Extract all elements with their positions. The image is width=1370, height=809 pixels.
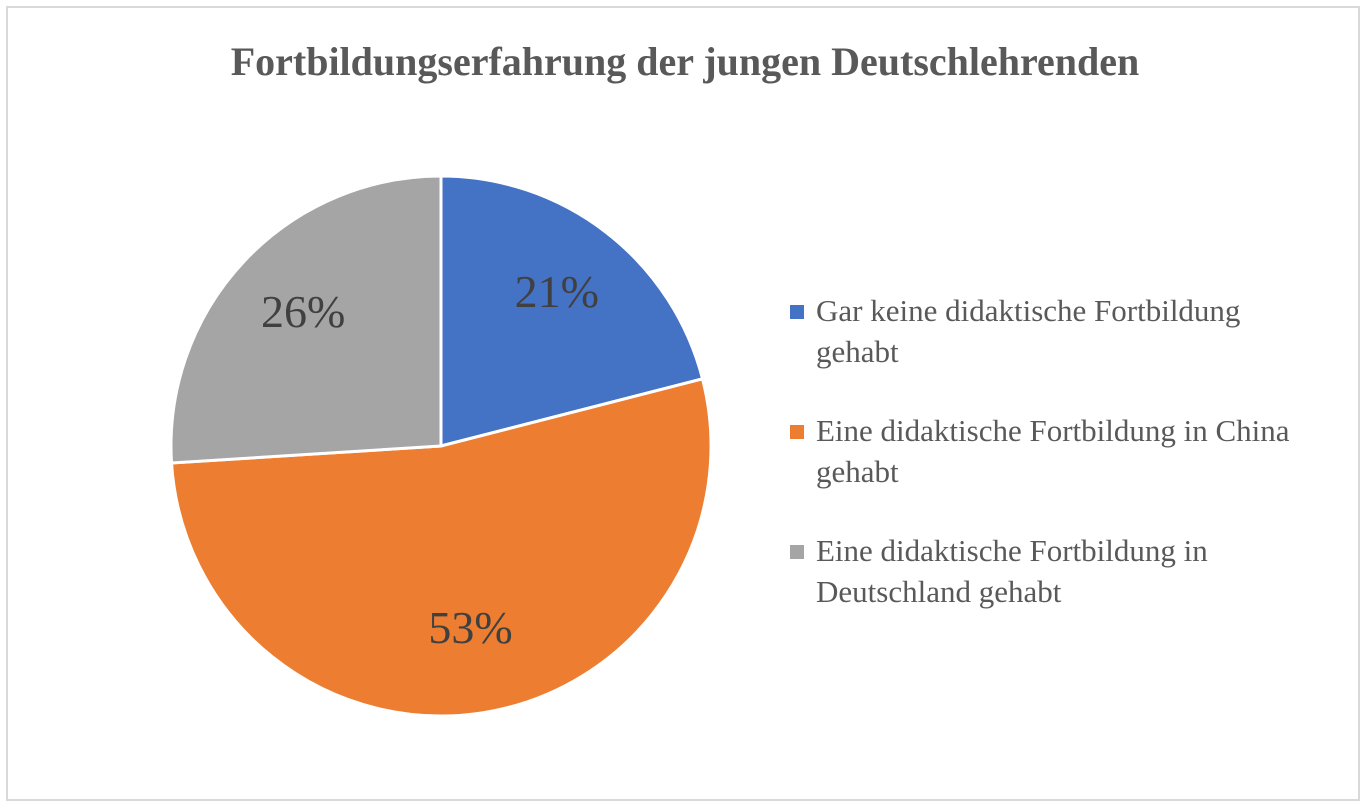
legend-swatch <box>790 425 804 439</box>
chart-title: Fortbildungserfahrung der jungen Deutsch… <box>230 39 1140 84</box>
chart-frame <box>6 6 1360 801</box>
pie-slice <box>169 174 443 465</box>
data-label: 21% <box>515 266 599 317</box>
legend-label: Gar keine didaktische Fortbildung gehabt <box>816 293 1241 369</box>
legend-label: Eine didaktische Fortbildung in China ge… <box>816 413 1290 489</box>
legend-swatch <box>790 545 804 559</box>
legend-item: Eine didaktische Fortbildung in China ge… <box>790 410 1310 492</box>
data-label: 53% <box>428 602 512 653</box>
pie-area: 21% 53% 26% <box>169 174 713 718</box>
legend-item: Eine didaktische Fortbildung in Deutschl… <box>790 530 1310 612</box>
legend: Gar keine didaktische Fortbildung gehabt… <box>790 290 1310 650</box>
data-label: 26% <box>261 286 345 337</box>
legend-label: Eine didaktische Fortbildung in Deutschl… <box>816 533 1208 609</box>
pie-slice <box>439 174 705 448</box>
pie-slice <box>169 377 713 718</box>
legend-item: Gar keine didaktische Fortbildung gehabt <box>790 290 1310 372</box>
legend-swatch <box>790 305 804 319</box>
